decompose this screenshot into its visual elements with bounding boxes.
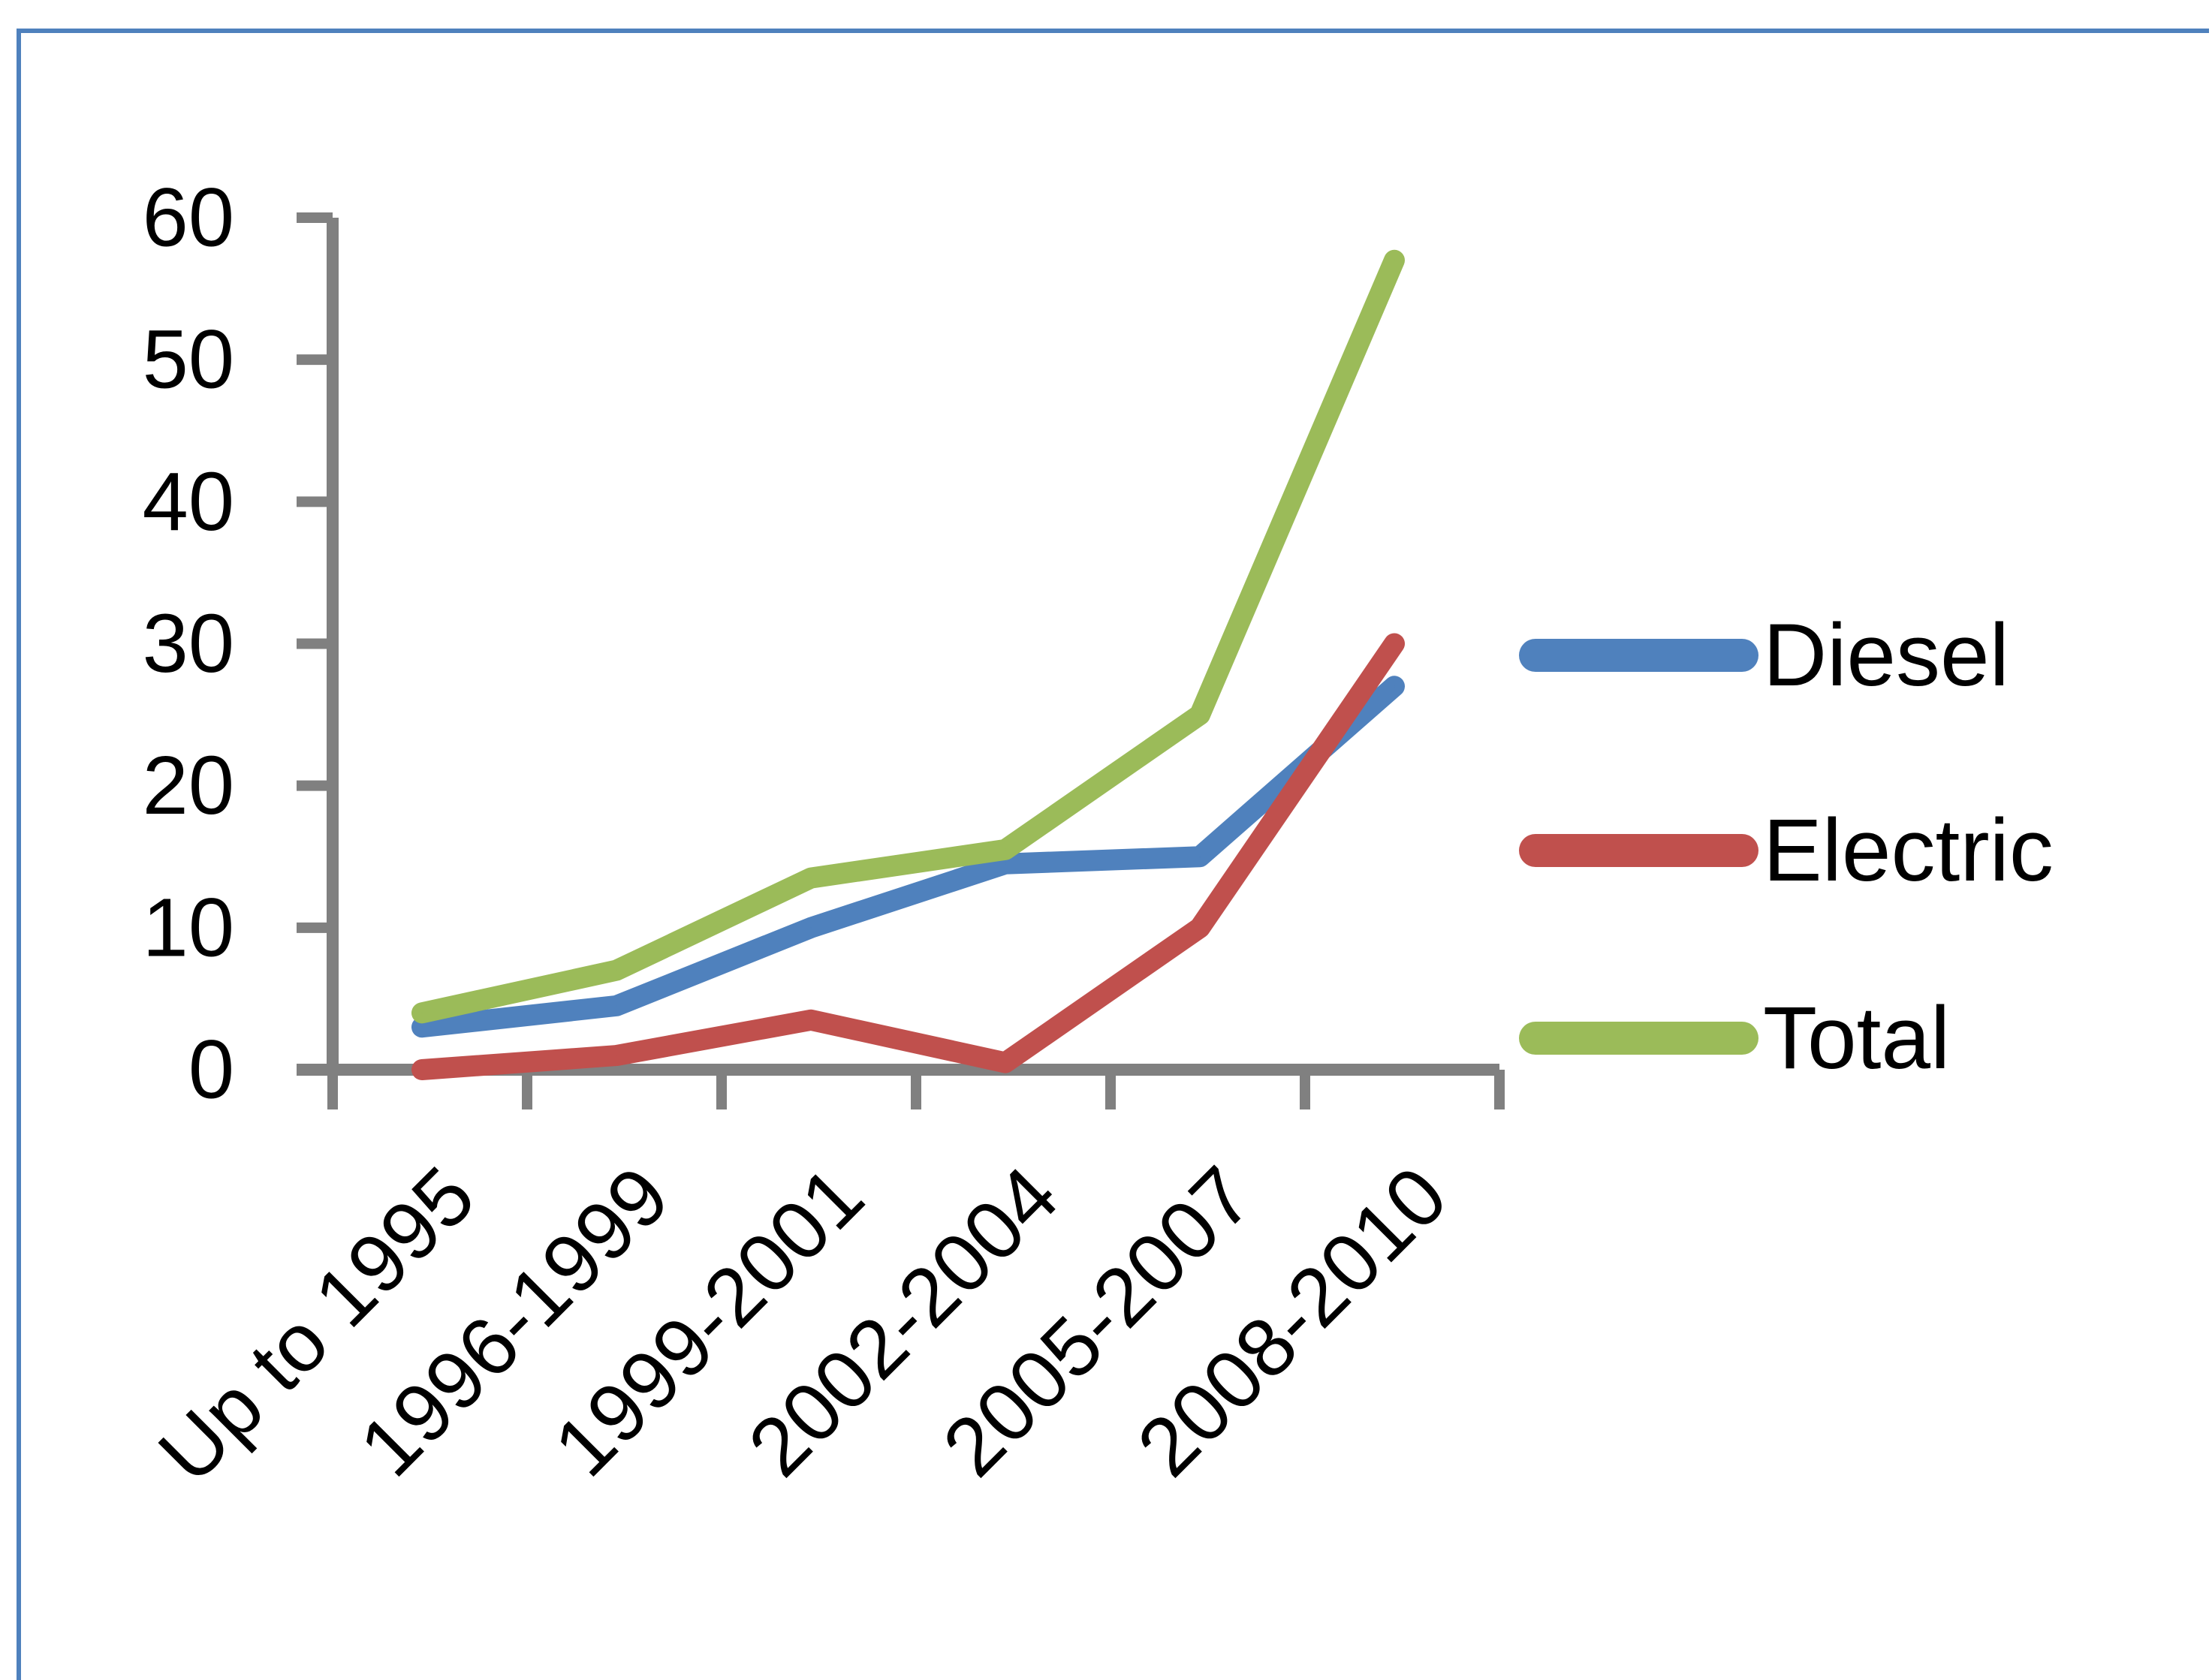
y-tick-label: 40 bbox=[143, 456, 234, 548]
data-point-diesel bbox=[421, 1026, 423, 1028]
data-point-electric bbox=[616, 1055, 617, 1057]
series-line-diesel bbox=[411, 676, 1405, 1038]
data-point-total bbox=[810, 877, 812, 879]
data-point-electric bbox=[1005, 1061, 1006, 1064]
data-point-total bbox=[616, 969, 617, 971]
y-tick-label: 60 bbox=[143, 172, 234, 264]
y-tick-label: 30 bbox=[143, 598, 234, 690]
legend-label-total: Total bbox=[1763, 989, 1950, 1088]
data-point-diesel bbox=[616, 1004, 617, 1007]
series-line-total bbox=[411, 249, 1405, 1024]
data-point-electric bbox=[1199, 926, 1201, 929]
data-point-total bbox=[1394, 259, 1395, 261]
data-point-diesel bbox=[1199, 856, 1201, 858]
series-lines bbox=[411, 249, 1405, 1080]
y-tick-label: 20 bbox=[143, 739, 234, 832]
legend-label-diesel: Diesel bbox=[1763, 606, 2009, 705]
y-tick-label: 50 bbox=[143, 314, 234, 406]
chart-frame bbox=[17, 29, 2209, 1680]
series-line-electric bbox=[411, 633, 1405, 1080]
data-point-total bbox=[421, 1012, 423, 1014]
data-point-electric bbox=[810, 1019, 812, 1021]
data-point-total bbox=[1199, 714, 1201, 716]
y-tick-label: 10 bbox=[143, 881, 234, 974]
data-point-diesel bbox=[810, 926, 812, 929]
data-point-electric bbox=[421, 1069, 423, 1070]
data-point-diesel bbox=[1005, 863, 1006, 865]
x-axis: Up to 19951996-19991999-20012002-2004200… bbox=[141, 1064, 1505, 1501]
y-tick-label: 0 bbox=[188, 1024, 234, 1116]
data-point-total bbox=[1005, 848, 1006, 851]
legend: Diesel Electric Total bbox=[1519, 606, 2054, 1088]
data-point-electric bbox=[1394, 643, 1395, 645]
legend-label-electric: Electric bbox=[1763, 801, 2054, 900]
y-axis: 0 10 20 30 40 50 60 bbox=[143, 172, 339, 1116]
data-point-diesel bbox=[1394, 685, 1395, 688]
